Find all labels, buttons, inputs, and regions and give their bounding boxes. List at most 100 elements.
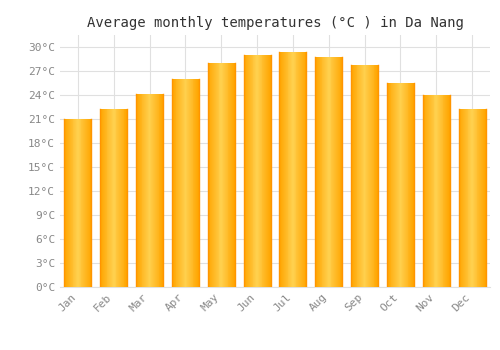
Bar	[110, 110, 111, 287]
Bar	[362, 65, 363, 287]
Bar	[473, 110, 474, 287]
Bar	[430, 95, 431, 287]
Bar	[68, 119, 69, 287]
Bar	[394, 83, 395, 287]
Bar	[284, 52, 285, 287]
Bar	[400, 83, 402, 287]
Bar	[225, 63, 226, 287]
Bar	[136, 94, 137, 287]
Bar	[290, 52, 291, 287]
Bar	[464, 110, 465, 287]
Bar	[208, 63, 210, 287]
Bar	[264, 55, 265, 287]
Bar	[181, 79, 182, 287]
Bar	[262, 55, 264, 287]
Bar	[82, 119, 84, 287]
Bar	[67, 119, 68, 287]
Bar	[336, 57, 337, 287]
Bar	[397, 83, 398, 287]
Bar	[368, 65, 369, 287]
Bar	[251, 55, 252, 287]
Bar	[161, 94, 162, 287]
Bar	[340, 57, 342, 287]
Bar	[333, 57, 334, 287]
Bar	[363, 65, 364, 287]
Bar	[359, 65, 360, 287]
Bar	[460, 110, 462, 287]
Bar	[179, 79, 180, 287]
Bar	[483, 110, 484, 287]
Bar	[90, 119, 92, 287]
Bar	[338, 57, 340, 287]
Bar	[388, 83, 389, 287]
Bar	[85, 119, 86, 287]
Bar	[472, 110, 473, 287]
Bar	[319, 57, 320, 287]
Bar	[105, 110, 106, 287]
Bar	[470, 110, 471, 287]
Bar	[157, 94, 158, 287]
Bar	[390, 83, 392, 287]
Bar	[462, 110, 463, 287]
Bar	[178, 79, 179, 287]
Bar	[172, 79, 173, 287]
Bar	[257, 55, 258, 287]
Bar	[102, 110, 103, 287]
Bar	[288, 52, 290, 287]
Bar	[318, 57, 319, 287]
Bar	[250, 55, 251, 287]
Bar	[322, 57, 324, 287]
Bar	[213, 63, 214, 287]
Bar	[150, 94, 152, 287]
Bar	[410, 83, 411, 287]
Bar	[448, 95, 449, 287]
Bar	[265, 55, 266, 287]
Bar	[86, 119, 87, 287]
Bar	[71, 119, 72, 287]
Bar	[106, 110, 108, 287]
Bar	[198, 79, 199, 287]
Bar	[327, 57, 328, 287]
Bar	[482, 110, 483, 287]
Bar	[174, 79, 176, 287]
Bar	[478, 110, 479, 287]
Bar	[436, 95, 437, 287]
Bar	[431, 95, 432, 287]
Bar	[254, 55, 256, 287]
Bar	[84, 119, 85, 287]
Bar	[121, 110, 122, 287]
Bar	[173, 79, 174, 287]
Bar	[325, 57, 326, 287]
Bar	[104, 110, 105, 287]
Bar	[77, 119, 78, 287]
Bar	[184, 79, 186, 287]
Bar	[292, 52, 293, 287]
Bar	[377, 65, 378, 287]
Bar	[252, 55, 254, 287]
Bar	[186, 79, 187, 287]
Bar	[256, 55, 257, 287]
Bar	[258, 55, 259, 287]
Bar	[248, 55, 249, 287]
Bar	[412, 83, 413, 287]
Bar	[283, 52, 284, 287]
Bar	[222, 63, 223, 287]
Bar	[447, 95, 448, 287]
Bar	[75, 119, 76, 287]
Bar	[72, 119, 74, 287]
Bar	[146, 94, 147, 287]
Bar	[232, 63, 233, 287]
Bar	[413, 83, 414, 287]
Bar	[145, 94, 146, 287]
Bar	[475, 110, 476, 287]
Bar	[316, 57, 317, 287]
Bar	[147, 94, 148, 287]
Bar	[267, 55, 268, 287]
Bar	[216, 63, 217, 287]
Bar	[78, 119, 79, 287]
Bar	[282, 52, 283, 287]
Bar	[155, 94, 156, 287]
Bar	[101, 110, 102, 287]
Bar	[221, 63, 222, 287]
Bar	[66, 119, 67, 287]
